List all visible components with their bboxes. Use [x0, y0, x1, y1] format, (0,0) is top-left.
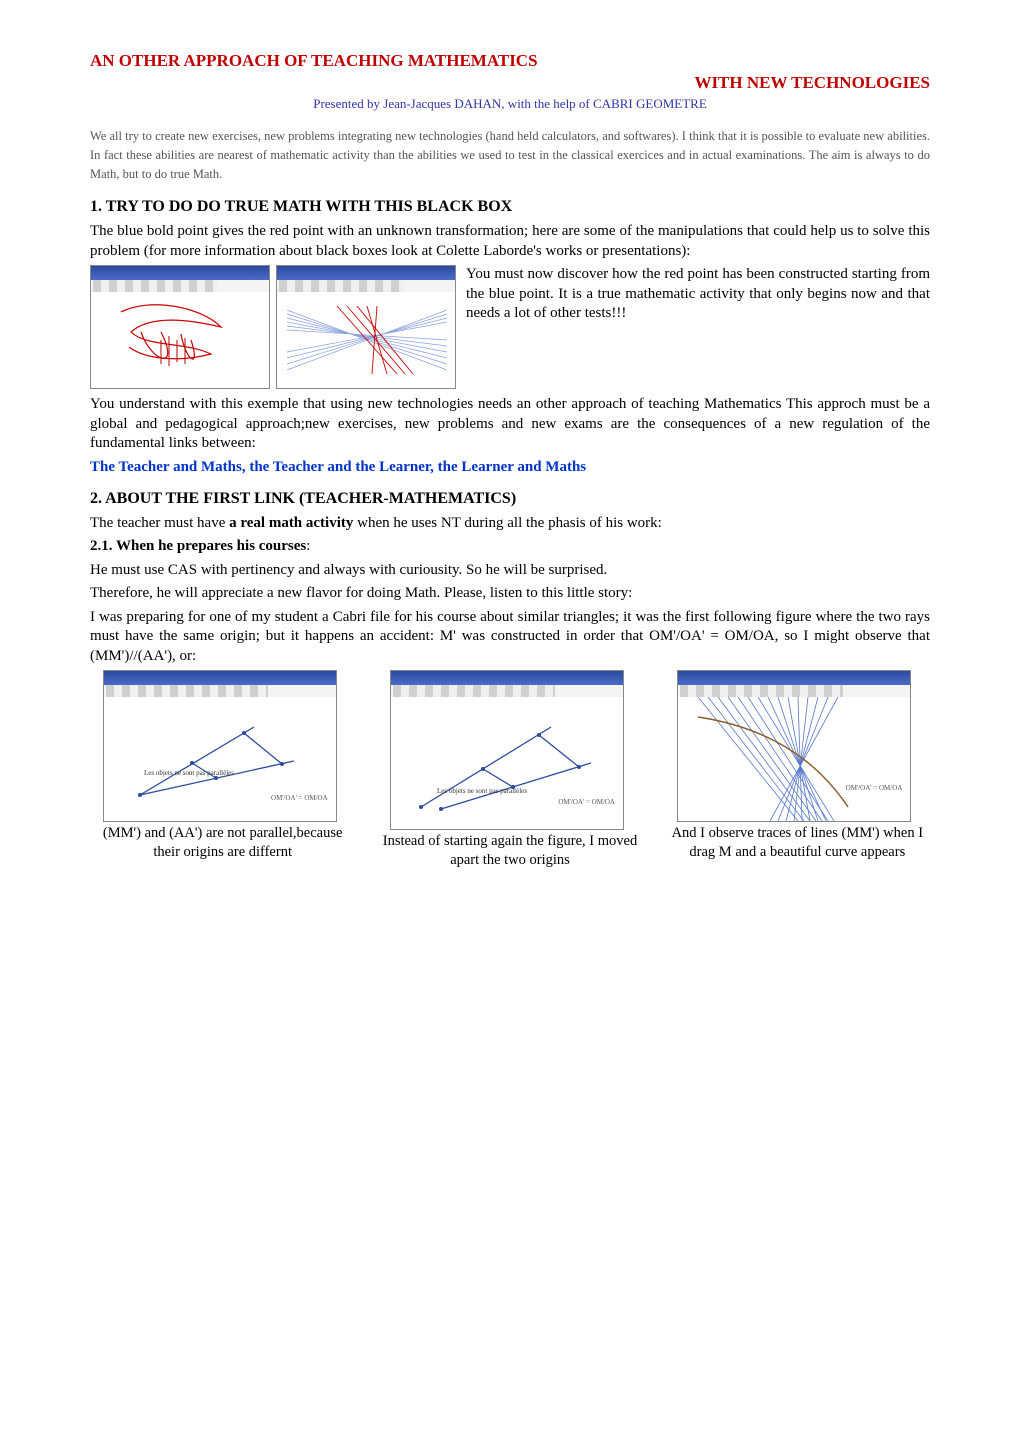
- section1-p2: You understand with this exemple that us…: [90, 395, 930, 454]
- traces-svg: [678, 697, 910, 821]
- figure-row-top: You must now discover how the red point …: [90, 265, 930, 389]
- caption-1: (MM') and (AA') are not parallel,because…: [90, 824, 355, 860]
- section1-p1: The blue bold point gives the red point …: [90, 222, 930, 261]
- fig-col-2: Les objets ne sont pas parallèles OM'/OA…: [377, 670, 642, 868]
- caption-2: Instead of starting again the figure, I …: [377, 832, 642, 868]
- caption-3: And I observe traces of lines (MM') when…: [665, 824, 930, 860]
- ratio-label: OM'/OA' = OM/OA: [271, 794, 328, 803]
- fig-toolbar: [391, 671, 623, 685]
- section1-side-text: You must now discover how the red point …: [462, 265, 930, 324]
- title-line1: AN OTHER APPROACH OF TEACHING MATHEMATIC…: [90, 50, 930, 72]
- section2-p1: The teacher must have a real math activi…: [90, 514, 930, 534]
- fig-traces: OM'/OA' = OM/OA: [677, 670, 911, 822]
- section2-p1b: a real math activity: [229, 515, 353, 531]
- fig-blackbox-1: [90, 265, 270, 389]
- intro-paragraph: We all try to create new exercises, new …: [90, 127, 930, 183]
- fig-triangles-2: Les objets ne sont pas parallèles OM'/OA…: [390, 670, 624, 830]
- ratio-label: OM'/OA' = OM/OA: [558, 798, 615, 807]
- fig-toolbar: [104, 671, 336, 685]
- fig-triangles-1: Les objets ne sont pas parallèles OM'/OA…: [103, 670, 337, 822]
- section2-p3: Therefore, he will appreciate a new flav…: [90, 584, 930, 604]
- fig-not-parallel-label: Les objets ne sont pas parallèles: [437, 787, 527, 795]
- fig-toolbar: [678, 671, 910, 685]
- section1-blue-line: The Teacher and Maths, the Teacher and t…: [90, 458, 930, 478]
- section2-sub21: 2.1. When he prepares his courses:: [90, 537, 930, 557]
- scribble-svg: [91, 292, 269, 388]
- fig-body: Les objets ne sont pas parallèles OM'/OA…: [391, 697, 623, 829]
- fig-toolbar: [91, 266, 269, 280]
- section2-p1a: The teacher must have: [90, 515, 229, 531]
- section2-p4: I was preparing for one of my student a …: [90, 608, 930, 667]
- fig-body: [91, 292, 269, 388]
- title-line2: WITH NEW TECHNOLOGIES: [90, 72, 930, 94]
- fig-body: [277, 292, 455, 388]
- section2-sub21-label: 2.1. When he prepares his courses: [90, 538, 306, 554]
- section2-p1c: when he uses NT during all the phasis of…: [353, 515, 661, 531]
- figure-row-bottom: Les objets ne sont pas parallèles OM'/OA…: [90, 670, 930, 868]
- ratio-label: OM'/OA' = OM/OA: [846, 784, 903, 793]
- fig-body: Les objets ne sont pas parallèles OM'/OA…: [104, 697, 336, 821]
- fig-col-1: Les objets ne sont pas parallèles OM'/OA…: [90, 670, 355, 868]
- fig-blackbox-2: [276, 265, 456, 389]
- subtitle: Presented by Jean-Jacques DAHAN, with th…: [90, 96, 930, 113]
- tri2-svg: Les objets ne sont pas parallèles: [391, 697, 623, 829]
- fig-col-3: OM'/OA' = OM/OA And I observe traces of …: [665, 670, 930, 868]
- fig-not-parallel-label: Les objets ne sont pas parallèles: [144, 769, 234, 777]
- fig-toolbar: [277, 266, 455, 280]
- section2-heading: 2. ABOUT THE FIRST LINK (TEACHER-MATHEMA…: [90, 489, 930, 510]
- section1-heading: 1. TRY TO DO DO TRUE MATH WITH THIS BLAC…: [90, 197, 930, 218]
- rays-svg: [277, 292, 455, 388]
- section2-p2: He must use CAS with pertinency and alwa…: [90, 561, 930, 581]
- fig-body: OM'/OA' = OM/OA: [678, 697, 910, 821]
